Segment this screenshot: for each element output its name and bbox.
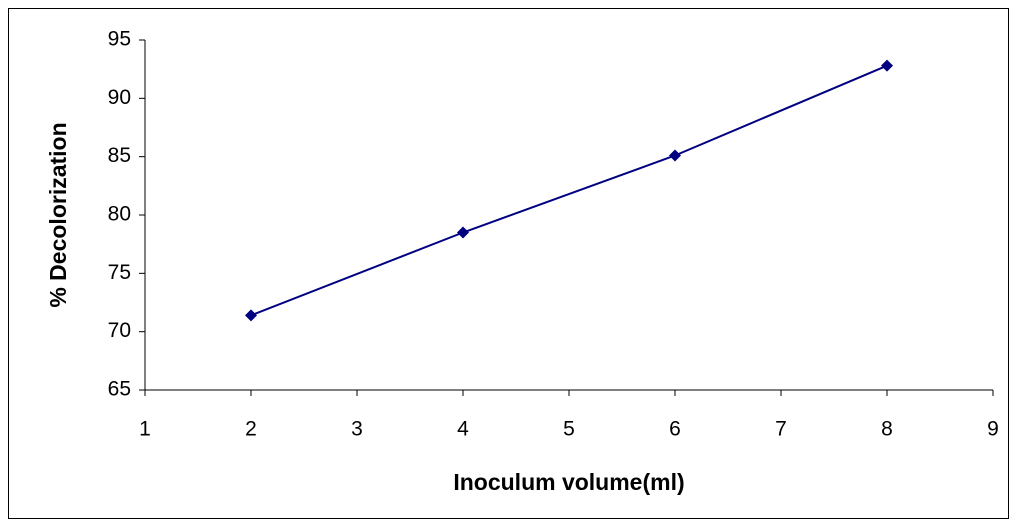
- chart-frame: [8, 8, 1009, 519]
- y-tick-label: 90: [108, 86, 131, 109]
- y-tick-label: 95: [108, 28, 131, 51]
- y-tick-label: 85: [108, 144, 131, 167]
- x-tick-label: 3: [351, 418, 363, 441]
- x-tick-label: 2: [245, 418, 257, 441]
- y-axis-title: % Decolorization: [45, 122, 71, 307]
- data-line: [250, 64, 888, 317]
- x-tick-label: 4: [457, 418, 469, 441]
- y-tick-label: 75: [108, 261, 131, 284]
- x-tick-label: 5: [563, 418, 575, 441]
- y-tick-label: 80: [108, 203, 131, 226]
- data-point: [457, 226, 469, 239]
- y-tick-label: 65: [108, 378, 131, 401]
- x-tick-label: 8: [881, 418, 893, 441]
- data-point: [881, 59, 893, 72]
- x-tick-label: 7: [775, 418, 787, 441]
- data-point: [669, 149, 681, 162]
- x-axis-title: Inoculum volume(ml): [453, 469, 684, 495]
- y-tick-label: 70: [108, 319, 131, 342]
- x-tick-label: 9: [987, 418, 999, 441]
- data-point: [245, 309, 257, 322]
- x-tick-label: 1: [139, 418, 151, 441]
- x-tick-label: 6: [669, 418, 681, 441]
